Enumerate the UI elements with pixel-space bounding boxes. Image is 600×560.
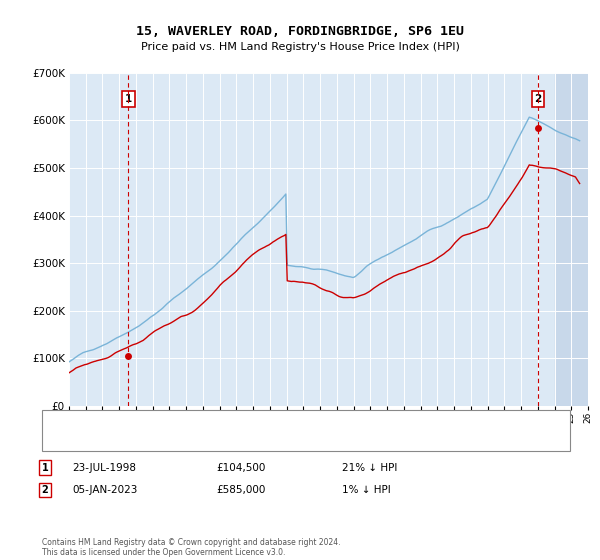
Text: Price paid vs. HM Land Registry's House Price Index (HPI): Price paid vs. HM Land Registry's House … (140, 42, 460, 52)
Text: 1: 1 (41, 463, 49, 473)
Text: ——: —— (51, 434, 76, 447)
Text: 15, WAVERLEY ROAD, FORDINGBRIDGE, SP6 1EU (detached house): 15, WAVERLEY ROAD, FORDINGBRIDGE, SP6 1E… (81, 417, 409, 427)
Text: 23-JUL-1998: 23-JUL-1998 (72, 463, 136, 473)
Text: £585,000: £585,000 (216, 485, 265, 495)
Text: ——: —— (51, 416, 76, 428)
Text: 2: 2 (41, 485, 49, 495)
Text: 2: 2 (535, 94, 542, 104)
Text: 1% ↓ HPI: 1% ↓ HPI (342, 485, 391, 495)
Text: 05-JAN-2023: 05-JAN-2023 (72, 485, 137, 495)
Text: 1: 1 (125, 94, 132, 104)
Bar (554, 73, 588, 406)
Text: HPI: Average price, detached house, New Forest: HPI: Average price, detached house, New … (81, 436, 316, 446)
Text: £104,500: £104,500 (216, 463, 265, 473)
Text: Contains HM Land Registry data © Crown copyright and database right 2024.
This d: Contains HM Land Registry data © Crown c… (42, 538, 341, 557)
Text: 15, WAVERLEY ROAD, FORDINGBRIDGE, SP6 1EU: 15, WAVERLEY ROAD, FORDINGBRIDGE, SP6 1E… (136, 25, 464, 38)
Text: 21% ↓ HPI: 21% ↓ HPI (342, 463, 397, 473)
